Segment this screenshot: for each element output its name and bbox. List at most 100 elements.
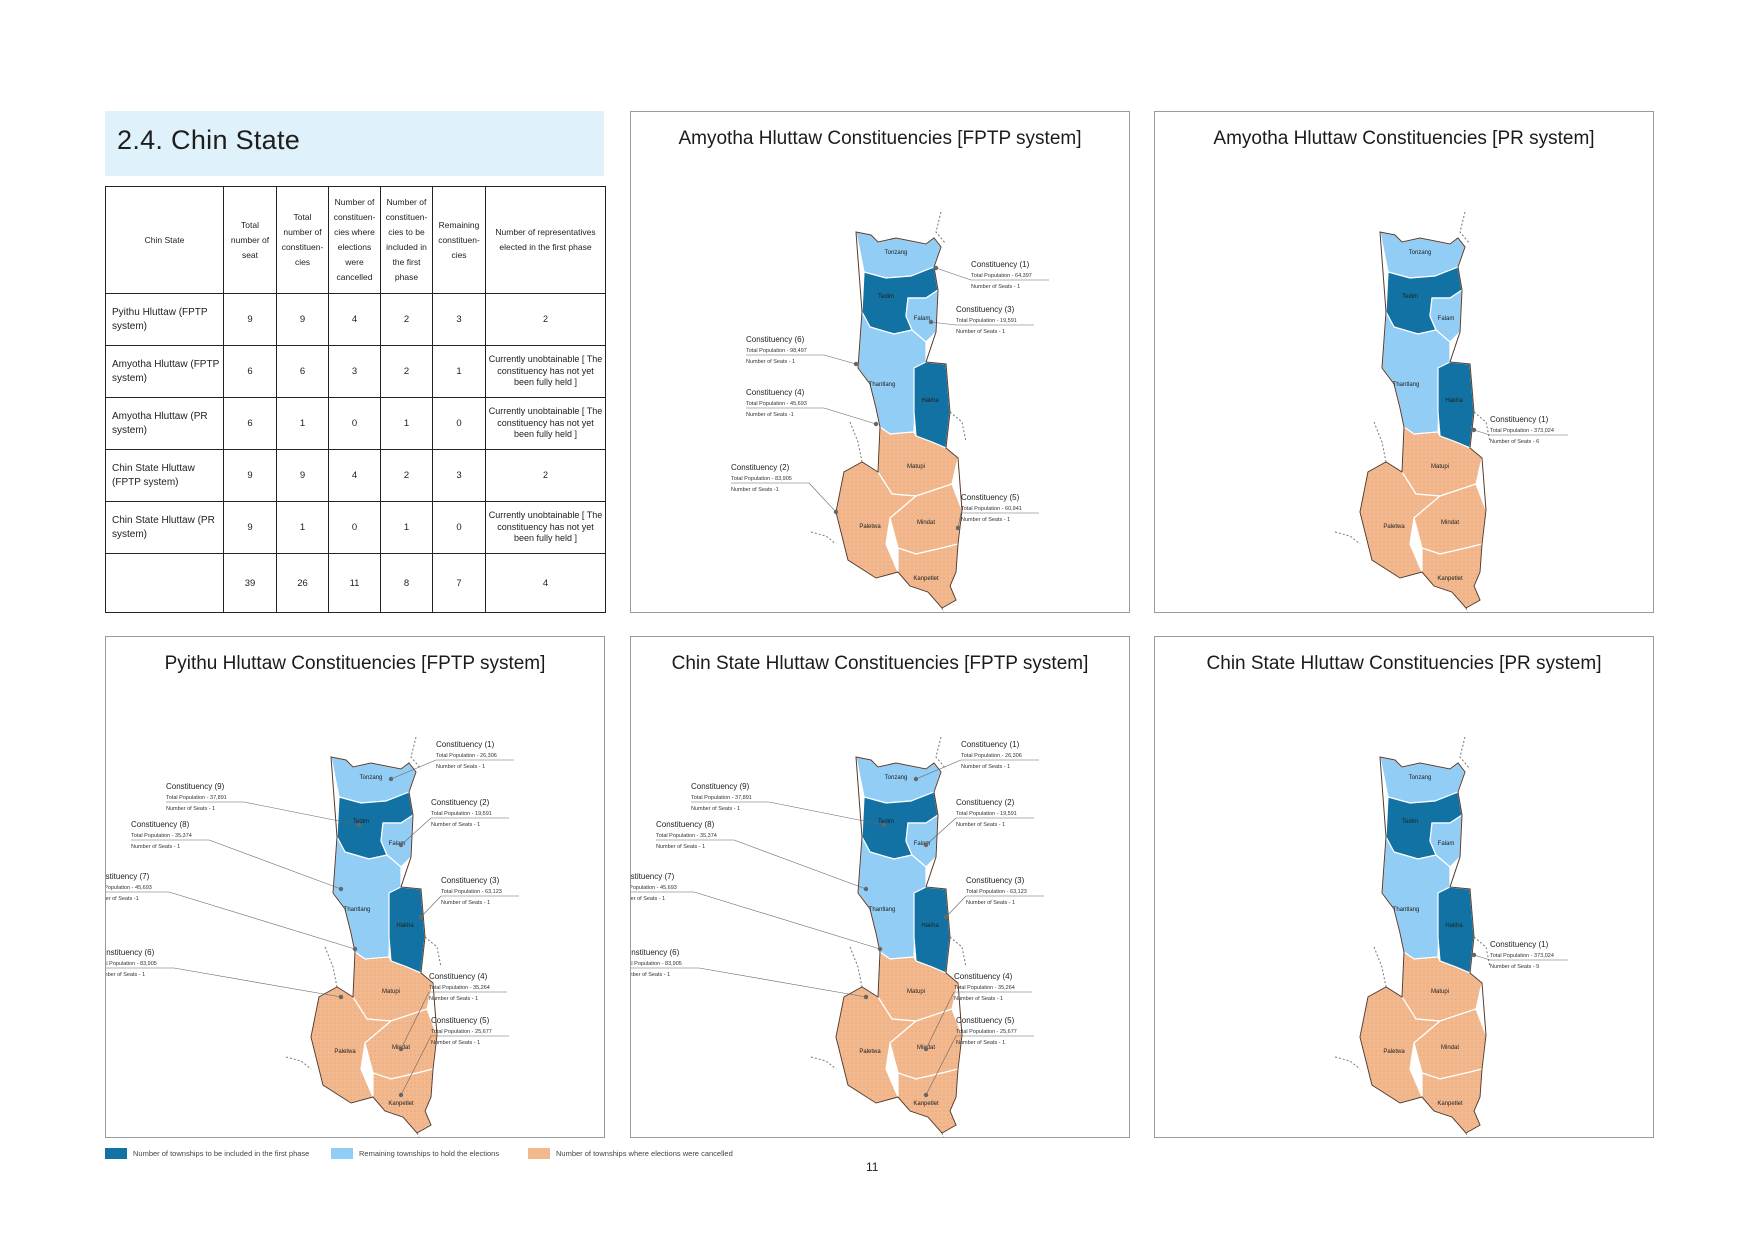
constituency-marker: [356, 822, 362, 828]
township-label-tonzang: Tonzang: [1409, 775, 1432, 781]
leader-line: [945, 895, 967, 918]
constituency-population: Total Population - 35,374: [656, 833, 717, 839]
cell-seats: 9: [223, 293, 277, 346]
constituency-label: Constituency (9): [166, 782, 225, 791]
constituency-annotation: Constituency (9) Total Population - 37,89…: [691, 782, 887, 828]
border-line: [849, 946, 863, 988]
township-label-hakha: Hakha: [921, 923, 939, 929]
township-label-thantlang: Thantlang: [1393, 907, 1420, 913]
township-falam: [1429, 813, 1463, 868]
constituency-annotation: Constituency (2) Total Population - 19,59…: [398, 798, 509, 848]
constituency-label: Constituency (2): [956, 798, 1015, 807]
map-group: Tonzang Tedim Falam Thantlang Hakha Matupi Pal…: [1334, 211, 1568, 612]
column-header: Total number of constituen-cies: [276, 186, 329, 294]
row-label: Pyithu Hluttaw (FPTP system): [105, 293, 224, 346]
township-label-mindat: Mindat: [917, 520, 935, 526]
legend-label: Number of townships to be included in th…: [133, 1149, 310, 1158]
border-line: [285, 1056, 312, 1070]
township-label-paletwa: Paletwa: [859, 1049, 881, 1055]
border-line: [1334, 1056, 1361, 1070]
border-line: [849, 421, 863, 463]
leader-line: [400, 817, 432, 846]
constituency-population: Total Population - 373,024: [1490, 428, 1554, 434]
leader-line: [400, 991, 430, 1050]
state-outline: [835, 231, 963, 609]
constituency-label: Constituency (8): [131, 820, 190, 829]
constituency-seats: Number of Seats - 1: [431, 1040, 480, 1046]
township-label-kanpetlet: Kanpetlet: [913, 1101, 939, 1107]
township-label-paletwa: Paletwa: [334, 1049, 356, 1055]
constituency-annotation: Constituency (4) Total Population - 45,69…: [746, 388, 879, 427]
total-cancelled: 11: [328, 553, 381, 613]
constituency-label: Constituency (7): [106, 872, 150, 881]
constituency-seats: Number of Seats - 1: [966, 900, 1015, 906]
constituency-seats: Number of Seats - 1: [431, 822, 480, 828]
cell-seats: 6: [223, 345, 277, 398]
section-title-box: 2.4. Chin State: [105, 111, 604, 176]
constituency-marker: [923, 1046, 929, 1052]
cell-elected: Currently unobtainable [ The constituenc…: [485, 345, 606, 398]
total-elected: 4: [485, 553, 606, 613]
leader-line: [1473, 429, 1491, 436]
constituency-population: Total Population - 35,374: [131, 833, 192, 839]
cell-elected: 2: [485, 449, 606, 502]
constituency-population: Total Population - 63,123: [966, 889, 1027, 895]
township-falam: [905, 813, 939, 868]
leader-line: [243, 801, 360, 826]
legend-first-phase: Number of townships to be included in th…: [105, 1148, 309, 1162]
border-line: [416, 1132, 420, 1137]
constituency-population: Total Population - 83,905: [631, 961, 682, 967]
border-line: [1473, 936, 1491, 968]
constituency-population: Total Population - 83,905: [106, 961, 157, 967]
constituency-population: Total Population - 45,693: [631, 885, 677, 891]
leader-line: [733, 839, 867, 890]
township-label-kanpetlet: Kanpetlet: [913, 576, 939, 582]
township-label-kanpetlet: Kanpetlet: [1437, 576, 1463, 582]
constituency-seats: Number of Seats - 1: [691, 806, 740, 812]
cell-first-phase: 1: [380, 501, 433, 554]
constituency-seats: Number of Seats - 1: [166, 806, 215, 812]
constituency-marker: [955, 525, 961, 531]
constituency-marker: [398, 1046, 404, 1052]
cell-cancelled: 0: [328, 397, 381, 450]
cell-remaining: 0: [432, 501, 486, 554]
constituency-marker: [928, 319, 934, 325]
cell-cancelled: 3: [328, 345, 381, 398]
constituency-label: Constituency (4): [954, 972, 1013, 981]
constituency-annotation: Constituency (4) Total Population - 35,26…: [398, 972, 507, 1052]
township-label-falam: Falam: [1438, 841, 1455, 847]
township-label-thantlang: Thantlang: [1393, 382, 1420, 388]
constituency-label: Constituency (4): [429, 972, 488, 981]
leader-line: [930, 321, 957, 326]
map-title: Amyotha Hluttaw Constituencies [FPTP sys…: [678, 128, 1082, 149]
township-map: Tonzang Tedim Falam Thantlang Hakha Matupi Pal…: [1334, 211, 1568, 612]
constituency-seats: Number of Seats - 1: [631, 972, 670, 978]
constituency-seats: Number of Seats - 1: [956, 329, 1005, 335]
township-falam: [380, 813, 414, 868]
leader-line: [915, 759, 962, 780]
map-title: Amyotha Hluttaw Constituencies [PR syste…: [1213, 128, 1595, 149]
border-line: [424, 936, 442, 968]
map-group: Tonzang Tedim Falam Thantlang Hakha Matupi Pal…: [106, 736, 519, 1137]
constituency-seats: Number of Seats - 9: [1490, 964, 1539, 970]
constituency-population: Total Population - 19,591: [956, 811, 1017, 817]
border-line: [810, 531, 837, 545]
border-line: [941, 607, 945, 612]
constituency-label: Constituency (6): [631, 948, 680, 957]
cell-constituencies: 9: [276, 293, 329, 346]
map-title: Chin State Hluttaw Constituencies [PR sy…: [1206, 653, 1602, 674]
total-remaining: 7: [432, 553, 486, 613]
constituency-annotation: Constituency (6) Total Population - 98,49…: [746, 335, 859, 367]
constituency-label: Constituency (8): [656, 820, 715, 829]
township-label-matupi: Matupi: [382, 989, 400, 995]
constituency-annotation: Constituency (7) Total Population - 45,69…: [631, 872, 883, 952]
constituency-seats: Number of Seats - 1: [131, 844, 180, 850]
table-row: Amyotha Hluttaw (PR system) 6 1 0 1 0 Cu…: [105, 397, 606, 450]
cell-elected: 2: [485, 293, 606, 346]
township-hakha: [1437, 361, 1475, 449]
constituency-annotation: Constituency (3) Total Population - 19,59…: [928, 305, 1034, 335]
legend-remaining: Remaining townships to hold the election…: [331, 1148, 499, 1162]
total-seats: 39: [223, 553, 277, 613]
constituency-population: Total Population - 63,123: [441, 889, 502, 895]
column-header: Total number of seat: [223, 186, 277, 294]
